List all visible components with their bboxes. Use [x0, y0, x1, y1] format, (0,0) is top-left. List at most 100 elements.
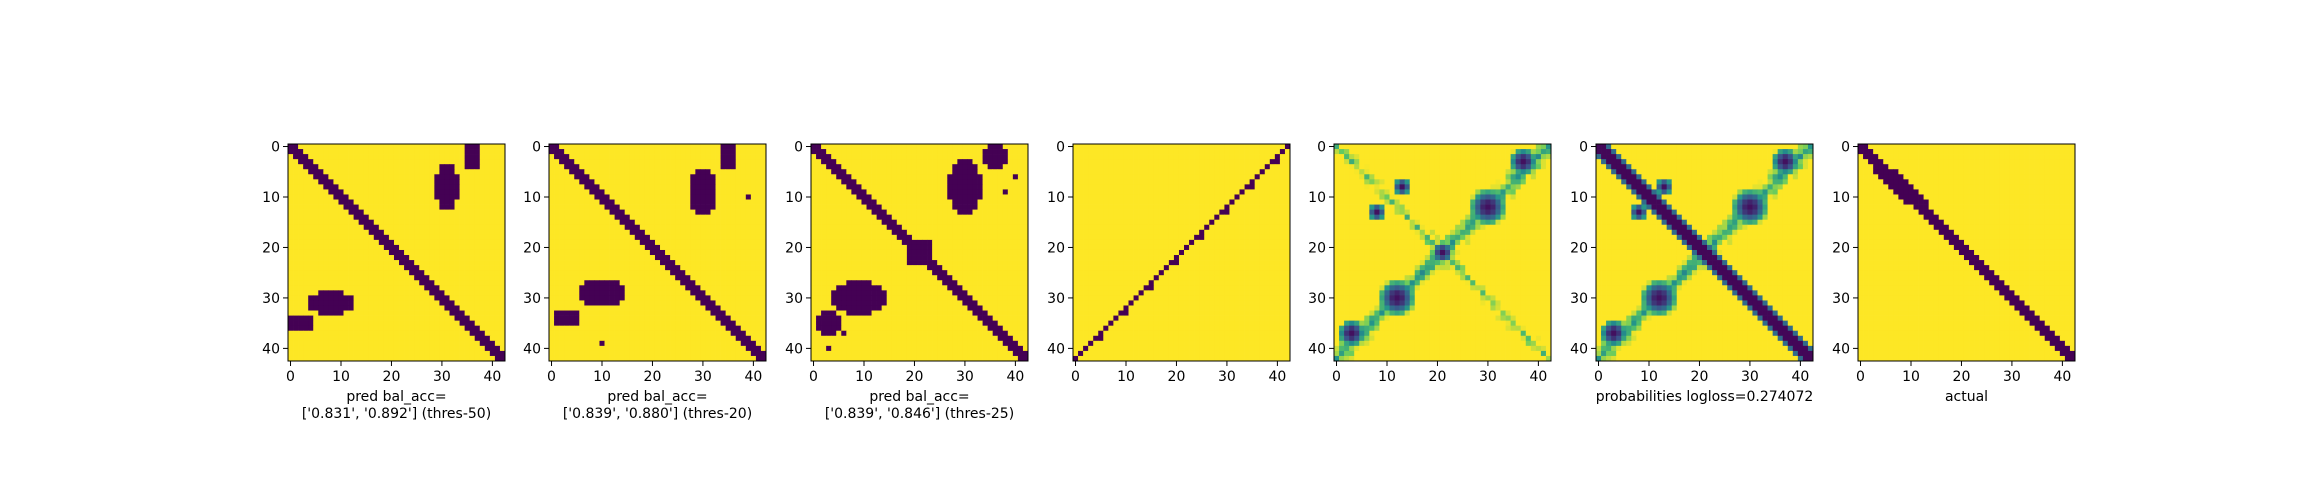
heatmap-cell [982, 285, 988, 291]
heatmap-cell [735, 239, 742, 246]
heatmap-cell [629, 159, 636, 165]
heatmap-cell [313, 174, 319, 180]
heatmap-cell [1002, 144, 1009, 150]
heatmap-cell [710, 335, 716, 342]
heatmap-cell [705, 285, 711, 291]
heatmap-cell [494, 144, 501, 150]
heatmap-cell [670, 234, 676, 241]
heatmap-cell [313, 189, 319, 195]
heatmap-cell [826, 219, 832, 226]
heatmap-cell [564, 184, 570, 190]
heatmap-cell [639, 234, 646, 241]
heatmap-cell [393, 330, 400, 337]
heatmap-cell [841, 144, 847, 150]
heatmap-cell [383, 310, 390, 316]
heatmap-cell [881, 174, 888, 180]
heatmap-cell [368, 305, 375, 311]
heatmap-cell [916, 144, 923, 150]
heatmap-cell [414, 310, 420, 316]
heatmap-cell [313, 265, 319, 271]
heatmap-cell [992, 214, 999, 221]
heatmap-cell [851, 270, 857, 276]
heatmap-cell [499, 325, 506, 332]
heatmap-cell [454, 144, 460, 150]
heatmap-cell [937, 209, 943, 215]
heatmap-cell [609, 214, 615, 221]
heatmap-cell [911, 229, 918, 236]
heatmap-cell [730, 219, 737, 226]
heatmap-cell [313, 270, 319, 276]
heatmap-cell [409, 300, 415, 306]
heatmap-cell [750, 270, 757, 276]
heatmap-cell [665, 229, 671, 236]
heatmap-cell [318, 315, 324, 321]
heatmap-cell [1022, 164, 1029, 170]
heatmap-cell [932, 214, 938, 221]
heatmap-cell [967, 265, 973, 271]
heatmap-cell [559, 255, 565, 261]
heatmap-cell [886, 244, 893, 251]
heatmap-cell [469, 265, 476, 271]
heatmap-cell [494, 265, 501, 271]
heatmap-cell [399, 260, 405, 266]
heatmap-cell [293, 159, 299, 165]
heatmap-cell [750, 209, 757, 215]
heatmap-cell [303, 350, 309, 357]
heatmap-cell [459, 340, 465, 347]
heatmap-cell [439, 199, 445, 205]
heatmap-cell [952, 199, 958, 205]
heatmap-cell [388, 300, 395, 306]
heatmap-cell [604, 194, 610, 200]
heatmap-cell [393, 244, 400, 251]
heatmap-cell [750, 174, 757, 180]
heatmap-cell [604, 320, 610, 327]
heatmap-cell [972, 199, 978, 205]
heatmap-cell [871, 194, 877, 200]
heatmap-cell [881, 199, 888, 205]
heatmap-cell [479, 335, 486, 342]
heatmap-cell [831, 189, 837, 195]
heatmap-cell [409, 290, 415, 296]
heatmap-cell [414, 255, 420, 261]
heatmap-cell [484, 260, 491, 266]
heatmap-cell [559, 244, 565, 251]
heatmap-cell [710, 184, 716, 190]
heatmap-cell [609, 280, 615, 286]
heatmap-cell [710, 204, 716, 210]
heatmap-cell [318, 290, 324, 296]
heatmap-cell [700, 280, 706, 286]
heatmap-cell [821, 275, 827, 281]
heatmap-cell [690, 355, 696, 362]
heatmap-cell [987, 255, 994, 261]
heatmap-cell [972, 270, 978, 276]
heatmap-cell [404, 144, 410, 150]
heatmap-cell [851, 244, 857, 251]
heatmap-cell [685, 350, 691, 357]
heatmap-cell [484, 355, 491, 362]
heatmap-cell [685, 305, 691, 311]
heatmap-cell [484, 169, 491, 175]
heatmap-cell [378, 260, 385, 266]
heatmap-cell [343, 280, 349, 286]
heatmap-cell [474, 229, 481, 236]
heatmap-cell [499, 260, 506, 266]
heatmap-cell [927, 189, 933, 195]
heatmap-cell [670, 285, 676, 291]
heatmap-cell [328, 345, 334, 352]
heatmap-cell [740, 330, 747, 337]
heatmap-cell [409, 330, 415, 337]
heatmap-cell [434, 214, 440, 221]
heatmap-cell [459, 330, 465, 337]
heatmap-cell [459, 184, 465, 190]
heatmap-cell [977, 204, 983, 210]
heatmap-cell [333, 305, 339, 311]
heatmap-cell [750, 224, 757, 231]
heatmap-cell [644, 330, 651, 337]
heatmap-cell [378, 149, 385, 155]
heatmap-cell [665, 234, 671, 241]
heatmap-cell [454, 249, 460, 256]
heatmap-cell [750, 345, 757, 352]
heatmap-cell [599, 320, 605, 327]
heatmap-cell [644, 305, 651, 311]
heatmap-cell [871, 239, 877, 246]
